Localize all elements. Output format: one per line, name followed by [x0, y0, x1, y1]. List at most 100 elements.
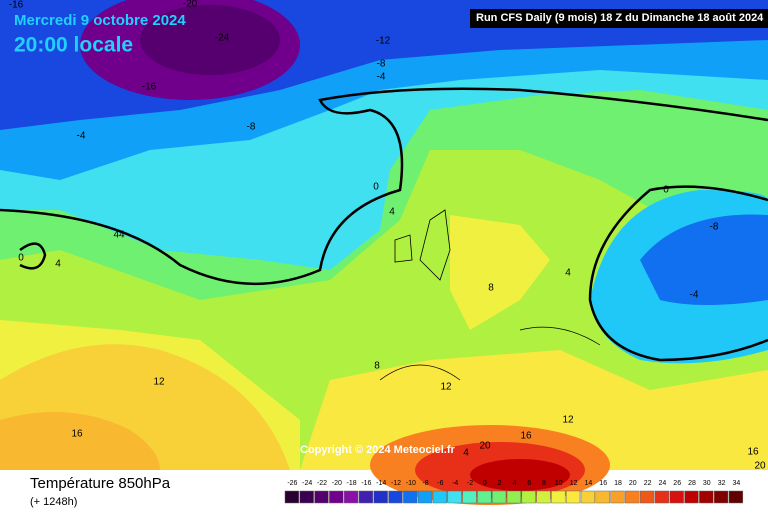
map-background — [0, 0, 768, 505]
contour-label: 12 — [440, 382, 452, 393]
contour-label: -8 — [377, 59, 386, 70]
contour-label: 12 — [562, 415, 574, 426]
colorbar-cell — [506, 490, 522, 504]
colorbar-label: -10 — [406, 480, 416, 487]
colorbar-cell — [595, 490, 610, 504]
colorbar-label: 22 — [644, 480, 652, 487]
contour-label: 8 — [374, 361, 380, 372]
colorbar-cell — [699, 490, 714, 504]
colorbar-cell — [373, 490, 388, 504]
colorbar-cell — [521, 490, 536, 504]
colorbar-cell — [314, 490, 329, 504]
colorbar-cell — [432, 490, 448, 504]
colorbar-label: 16 — [599, 480, 607, 487]
colorbar-label: 28 — [688, 480, 696, 487]
contour-label: 4 — [565, 268, 571, 279]
colorbar-label: 30 — [703, 480, 711, 487]
run-banner — [470, 9, 768, 28]
colorbar-label: -24 — [302, 480, 312, 487]
colorbar-label: 32 — [718, 480, 726, 487]
colorbar-cell — [580, 490, 596, 504]
colorbar-label: -14 — [376, 480, 386, 487]
contour-label: -20 — [183, 0, 198, 10]
local-time: 20:00 locale — [14, 34, 133, 57]
contour-label: -12 — [376, 36, 391, 47]
colorbar-cell — [536, 490, 551, 504]
copyright: Copyright © 2024 Meteociel.fr — [300, 444, 456, 456]
colorbar-cell — [713, 490, 729, 504]
contour-label: 0 — [18, 253, 24, 264]
colorbar-label: 12 — [570, 480, 578, 487]
contour-label: 12 — [153, 377, 165, 388]
contour-label: -8 — [247, 122, 256, 133]
colorbar-label: -4 — [452, 480, 458, 487]
contour-label: -4 — [377, 72, 386, 83]
colorbar-cell — [491, 490, 507, 504]
contour-label: 16 — [71, 429, 83, 440]
colorbar-cell — [477, 490, 492, 504]
contour-label: -4 — [77, 131, 86, 142]
contour-label: -4 — [690, 290, 699, 301]
colorbar-cell — [728, 490, 744, 504]
contour-label: 44 — [113, 230, 125, 241]
contour-label: 16 — [747, 447, 759, 458]
contour-label: 16 — [520, 431, 532, 442]
colorbar-cell — [654, 490, 670, 504]
colorbar-cell — [284, 490, 300, 504]
colorbar-cell — [462, 490, 477, 504]
colorbar-label: 0 — [483, 480, 487, 487]
contour-label: 4 — [389, 207, 395, 218]
contour-label: 4 — [55, 259, 61, 270]
colorbar-cell — [329, 490, 344, 504]
colorbar-label: -6 — [437, 480, 443, 487]
colorbar-label: 20 — [629, 480, 637, 487]
contour-label: 0 — [663, 185, 669, 196]
colorbar-label: 26 — [673, 480, 681, 487]
contour-label: 0 — [373, 182, 379, 193]
contour-label: 20 — [754, 461, 766, 472]
colorbar-label: -26 — [287, 480, 297, 487]
colorbar-cell — [625, 490, 640, 504]
colorbar-label: -16 — [361, 480, 371, 487]
footer-title: Température 850hPa — [30, 475, 171, 492]
colorbar-cell — [388, 490, 403, 504]
contour-label: -8 — [710, 222, 719, 233]
colorbar-cell — [447, 490, 462, 504]
colorbar-cell — [358, 490, 374, 504]
colorbar-label: 10 — [555, 480, 563, 487]
forecast-lead: (+ 1248h) — [30, 496, 77, 508]
colorbar-cell — [551, 490, 566, 504]
colorbar-cell — [403, 490, 418, 504]
colorbar-label: -8 — [422, 480, 428, 487]
date: Mercredi 9 octobre 2024 — [14, 12, 186, 29]
colorbar-label: 14 — [585, 480, 593, 487]
colorbar-cell — [343, 490, 359, 504]
contour-label: 4 — [463, 448, 469, 459]
contour-label: -24 — [215, 33, 230, 44]
colorbar-label: 34 — [733, 480, 741, 487]
contour-label: 8 — [488, 283, 494, 294]
colorbar-label: -20 — [332, 480, 342, 487]
contour-label: 20 — [479, 441, 491, 452]
colorbar-cell — [565, 490, 581, 504]
colorbar-cell — [299, 490, 314, 504]
colorbar-label: 24 — [659, 480, 667, 487]
colorbar-cell — [417, 490, 433, 504]
colorbar-label: 18 — [614, 480, 622, 487]
colorbar-label: 6 — [527, 480, 531, 487]
colorbar-label: -12 — [391, 480, 401, 487]
colorbar-cell — [639, 490, 655, 504]
contours — [0, 87, 768, 381]
contour-label: -16 — [9, 0, 24, 11]
colorbar-label: 2 — [498, 480, 502, 487]
colorbar-cell — [684, 490, 699, 504]
colorbar-label: -22 — [317, 480, 327, 487]
colorbar-label: -18 — [347, 480, 357, 487]
colorbar-cell — [610, 490, 625, 504]
colorbar-label: -2 — [467, 480, 473, 487]
run-info: Run CFS Daily (9 mois) 18 Z du Dimanche … — [476, 12, 764, 24]
colorbar-label: 4 — [512, 480, 516, 487]
colorbar-cell — [669, 490, 684, 504]
colorbar-label: 8 — [542, 480, 546, 487]
